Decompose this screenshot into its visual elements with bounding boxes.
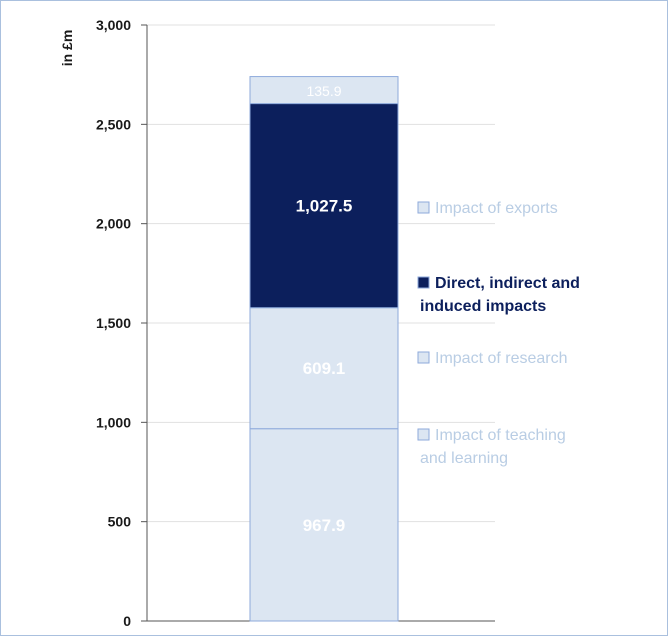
legend-label: Impact of exports <box>435 200 558 217</box>
bar-data-labels: 967.9 609.1 1,027.5 135.9 <box>296 83 353 535</box>
y-tick-label: 500 <box>108 514 132 530</box>
legend-swatch <box>417 276 430 289</box>
legend: Impact of exports Direct, indirect and ind… <box>417 200 580 467</box>
y-tick-label: 1,000 <box>96 414 131 430</box>
legend-swatch <box>417 351 430 364</box>
bar-segment <box>249 103 399 309</box>
legend-swatch <box>417 428 430 441</box>
legend-label: induced impacts <box>420 298 546 315</box>
legend-label: Direct, indirect and <box>435 275 580 292</box>
bar-data-label: 135.9 <box>306 83 341 99</box>
legend-label: and learning <box>420 450 508 467</box>
y-tick-label: 0 <box>123 613 131 629</box>
y-tick-label: 1,500 <box>96 315 131 331</box>
bar-stack <box>249 76 399 622</box>
bar-segment <box>249 76 399 105</box>
y-tick-label: 2,000 <box>96 216 131 232</box>
legend-label: Impact of research <box>435 350 568 367</box>
legend-label: Impact of teaching <box>435 427 566 444</box>
y-tick-label: 2,500 <box>96 116 131 132</box>
legend-swatch <box>417 201 430 214</box>
bar-data-label: 967.9 <box>303 516 346 535</box>
bar-data-label: 1,027.5 <box>296 197 353 216</box>
gridlines <box>147 24 495 523</box>
bar-segment <box>249 307 399 430</box>
y-axis-label: in £m <box>59 30 75 67</box>
bar-data-label: 609.1 <box>303 359 346 378</box>
y-tick-label: 3,000 <box>96 17 131 33</box>
